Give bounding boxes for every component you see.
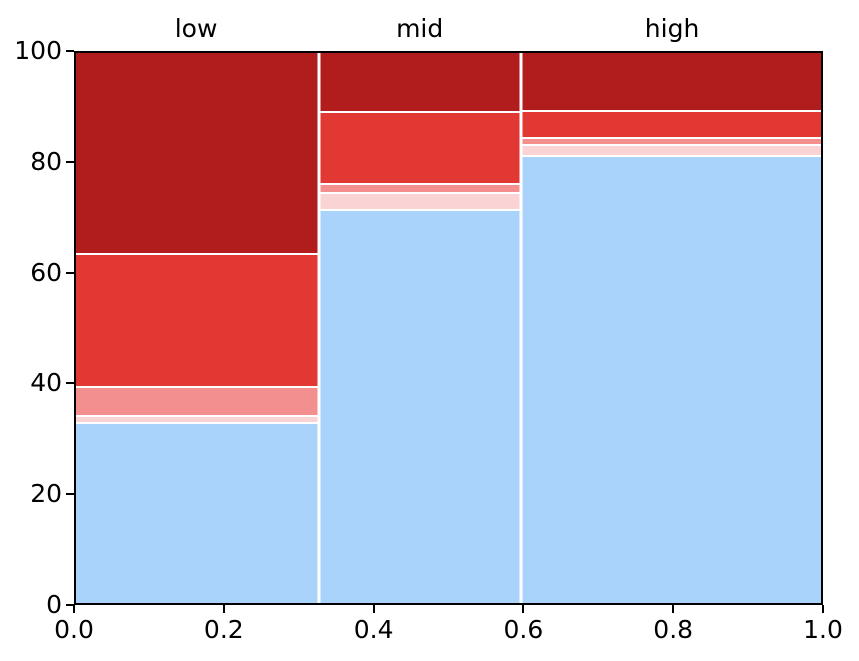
column-label-mid: mid bbox=[396, 14, 444, 43]
segment-separator bbox=[76, 252, 319, 255]
x-tick-label: 0.2 bbox=[203, 615, 244, 644]
x-tick-mark bbox=[672, 605, 675, 613]
y-tick-mark bbox=[66, 493, 74, 496]
segment-low-lightblue bbox=[76, 423, 319, 603]
x-tick-mark bbox=[222, 605, 225, 613]
column-label-high: high bbox=[644, 14, 700, 43]
segment-high-salmon bbox=[520, 138, 821, 146]
segment-separator bbox=[76, 422, 319, 425]
y-tick-mark bbox=[66, 160, 74, 163]
segment-separator bbox=[318, 192, 521, 195]
column-separator bbox=[317, 53, 321, 603]
mosaic-column-low bbox=[76, 53, 319, 603]
column-separator bbox=[519, 53, 523, 603]
segment-separator bbox=[76, 386, 319, 389]
y-tick-label: 100 bbox=[14, 36, 62, 65]
y-tick-label: 20 bbox=[30, 479, 62, 509]
x-tick-mark bbox=[73, 605, 75, 613]
segment-separator bbox=[520, 137, 821, 140]
x-tick-mark bbox=[822, 605, 824, 613]
segment-high-red bbox=[520, 111, 821, 139]
y-tick-mark bbox=[66, 382, 74, 385]
segment-high-pink bbox=[520, 145, 821, 157]
y-tick-label: 40 bbox=[30, 368, 62, 398]
segment-separator bbox=[76, 415, 319, 417]
x-tick-label: 0.4 bbox=[353, 615, 394, 644]
segment-separator bbox=[318, 208, 521, 211]
segment-low-darkred bbox=[76, 53, 319, 254]
segment-separator bbox=[520, 155, 821, 158]
segment-low-red bbox=[76, 253, 319, 388]
x-tick-label: 0.0 bbox=[54, 615, 94, 644]
y-tick-mark bbox=[66, 50, 74, 52]
segment-separator bbox=[520, 110, 821, 113]
x-tick-label: 1.0 bbox=[803, 615, 843, 644]
y-tick-mark bbox=[66, 604, 74, 606]
y-tick-label: 60 bbox=[30, 257, 62, 287]
x-tick-label: 0.8 bbox=[653, 615, 694, 644]
segment-separator bbox=[520, 144, 821, 147]
mosaic-column-high bbox=[520, 53, 821, 603]
segment-mid-red bbox=[318, 111, 521, 184]
mosaic-column-mid bbox=[318, 53, 521, 603]
y-tick-mark bbox=[66, 271, 74, 274]
x-tick-mark bbox=[372, 605, 375, 613]
column-label-low: low bbox=[174, 14, 218, 43]
y-tick-label: 80 bbox=[30, 146, 62, 176]
plot-area bbox=[74, 51, 823, 605]
segment-mid-pink bbox=[318, 193, 521, 210]
y-tick-label: 0 bbox=[46, 590, 62, 619]
segment-separator bbox=[318, 182, 521, 185]
segment-mid-lightblue bbox=[318, 209, 521, 603]
segment-high-darkred bbox=[520, 53, 821, 112]
segment-mid-salmon bbox=[318, 183, 521, 194]
segment-mid-darkred bbox=[318, 53, 521, 112]
segment-high-lightblue bbox=[520, 156, 821, 603]
segment-low-salmon bbox=[76, 387, 319, 416]
segment-low-pink bbox=[76, 416, 319, 424]
segment-separator bbox=[318, 110, 521, 113]
x-tick-mark bbox=[522, 605, 525, 613]
x-tick-label: 0.6 bbox=[503, 615, 544, 644]
